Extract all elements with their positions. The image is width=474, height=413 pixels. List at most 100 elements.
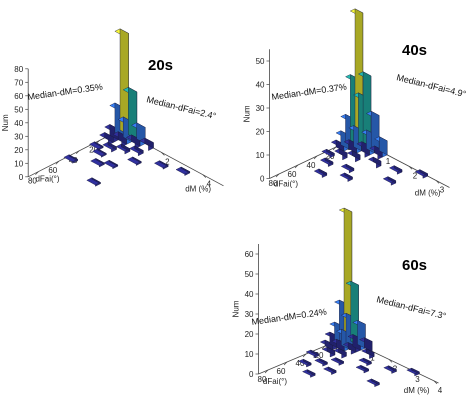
panel-title: 40s	[402, 42, 427, 59]
median-dm-annotation: Median-dM=0.35%	[27, 82, 103, 102]
dm-tick-mark-1-2	[408, 166, 413, 170]
bar-face-side	[388, 365, 397, 372]
bar-face-side	[363, 357, 372, 365]
bar-face-side	[352, 150, 361, 160]
dfai-tick-label: 20	[315, 351, 324, 360]
median-dfai-annotation: Median-dFai=2.4°	[146, 94, 218, 121]
bar-face-side	[344, 172, 353, 180]
num-axis-label: Num	[232, 300, 241, 317]
median-dfai-annotation: Median-dFai=4.9°	[396, 72, 468, 99]
dm-tick-mark-2-4	[433, 380, 438, 385]
dfai-tick-label: 20	[89, 145, 98, 154]
bar-face-side	[94, 141, 104, 149]
num-tick-label: 40	[256, 81, 265, 90]
bar-face-side	[328, 366, 337, 373]
dm-tick-mark-1-3	[435, 180, 440, 184]
bar-face-side	[326, 148, 335, 156]
dfai-tick-mark-0-2	[75, 150, 80, 155]
num-tick-label: 20	[256, 128, 265, 137]
bar-face-side	[108, 159, 119, 167]
dfai-tick-mark-1-1	[332, 146, 337, 151]
bar-face-side	[132, 156, 142, 164]
dfai-tick-mark-0-3	[55, 160, 60, 165]
dfai-tick-label: 60	[48, 166, 57, 175]
bar-face-side	[324, 157, 334, 165]
num-tick-label: 50	[256, 57, 265, 66]
bar-face-side	[310, 349, 319, 357]
bar-face-side	[419, 169, 428, 177]
median-dm-annotation: Median-dM=0.24%	[251, 307, 327, 327]
num-axis-label: Num	[243, 105, 252, 122]
dfai-tick-label: 40	[296, 359, 305, 368]
dm-tick-label: 4	[438, 386, 443, 395]
bar-face-side	[338, 348, 347, 357]
bar-face-side	[372, 156, 382, 167]
num-tick-label: 30	[14, 132, 23, 141]
bar-face-side	[91, 177, 101, 185]
dm-tick-label: 1	[370, 354, 375, 363]
dm-tick-label: 2	[413, 171, 418, 180]
num-tick-label: 10	[256, 151, 265, 160]
bar-face-side	[180, 166, 191, 174]
dm-axis-label: dM (%)	[404, 386, 430, 395]
num-tick-label: 50	[14, 105, 23, 114]
num-tick-label: 0	[19, 173, 24, 182]
num-tick-label: 0	[260, 175, 265, 184]
panel-title: 60s	[402, 257, 427, 274]
num-tick-label: 40	[14, 119, 23, 128]
bar-face-side	[411, 367, 420, 375]
dfai-axis-label: dFai(°)	[263, 377, 287, 386]
num-tick-label: 30	[256, 104, 265, 113]
dfai-tick-label: 40	[307, 161, 316, 170]
dfai-tick-label: 60	[277, 367, 286, 376]
dfai-tick-label: 60	[288, 170, 297, 179]
bar-face-side	[371, 110, 380, 151]
bar-face-side	[303, 358, 312, 366]
dm-axis-label: dM (%)	[185, 184, 211, 193]
bar-face-side	[68, 154, 78, 162]
dm-tick-label: 3	[415, 375, 420, 384]
dfai-tick-mark-2-2	[302, 353, 307, 358]
median-dfai-annotation: Median-dFai=7.3°	[376, 294, 448, 321]
num-tick-label: 10	[245, 350, 254, 359]
dm-tick-mark-0-2	[202, 174, 207, 178]
dm-tick-mark-2-2	[388, 359, 393, 363]
num-tick-label: 80	[14, 65, 23, 74]
dfai-tick-mark-1-3	[294, 164, 299, 169]
num-tick-label: 0	[249, 370, 254, 379]
dm-tick-label: 3	[440, 185, 445, 194]
bar-face-side	[371, 378, 380, 386]
median-dm-annotation: Median-dM=0.37%	[271, 82, 347, 102]
bar-face-side	[360, 364, 369, 372]
num-axis-label: Num	[1, 114, 10, 131]
dm-tick-label: 1	[386, 157, 391, 166]
bar-face-side	[387, 176, 396, 184]
bar-face-side	[379, 136, 388, 156]
dfai-tick-mark-2-1	[321, 345, 326, 350]
num-tick-label: 10	[14, 159, 23, 168]
dfai-tick-mark-2-3	[283, 361, 288, 366]
num-tick-label: 60	[14, 92, 23, 101]
bar-face-side	[318, 168, 327, 176]
panel-title: 20s	[148, 57, 173, 74]
dfai-tick-mark-0-4	[35, 171, 39, 175]
num-tick-label: 40	[245, 290, 254, 299]
num-tick-label: 20	[14, 146, 23, 155]
dm-axis-label: dM (%)	[415, 189, 441, 198]
dm-tick-label: 4	[207, 180, 212, 189]
bar-face-side	[159, 160, 169, 167]
num-tick-label: 60	[245, 250, 254, 259]
bar-face-side	[366, 348, 375, 357]
dm-tick-label: 2	[165, 157, 170, 166]
dfai-tick-label: 80	[258, 375, 267, 384]
num-tick-label: 20	[245, 330, 254, 339]
dfai-tick-mark-2-4	[264, 369, 269, 374]
bar-face-side	[97, 148, 107, 156]
dfai-tick-mark-1-4	[275, 173, 280, 178]
bar-face-side	[393, 165, 403, 173]
dfai-axis-label: dFai(°)	[35, 175, 59, 184]
num-tick-label: 30	[245, 310, 254, 319]
bar-face-side	[319, 358, 328, 365]
num-tick-label: 70	[14, 78, 23, 87]
